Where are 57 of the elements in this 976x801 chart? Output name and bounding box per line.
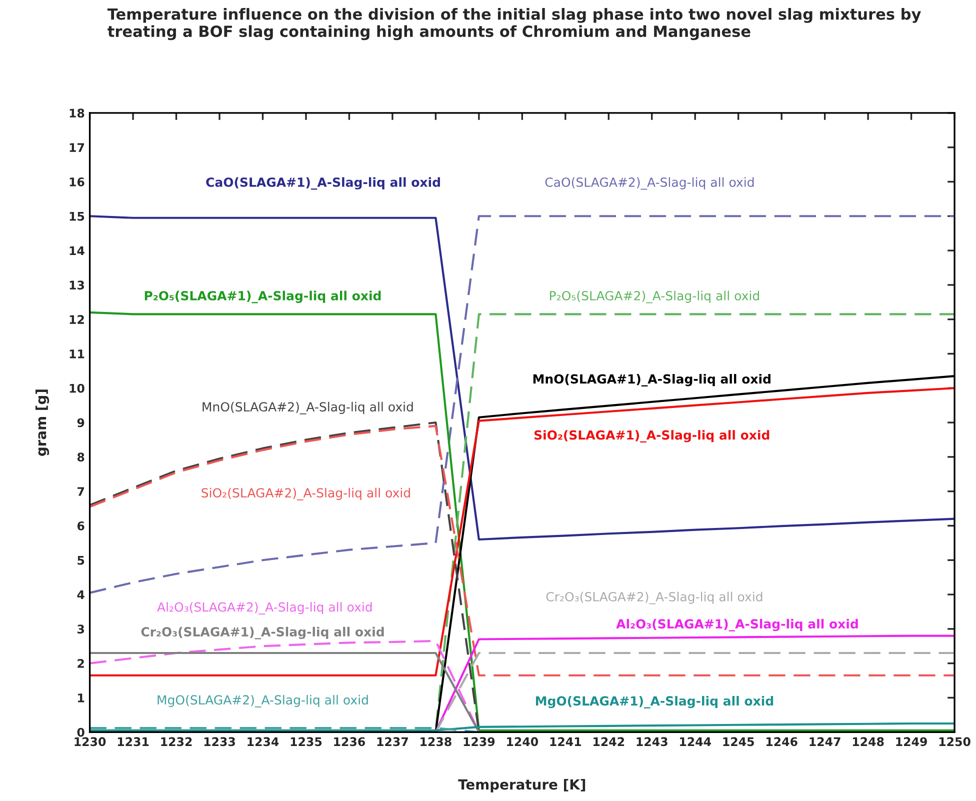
y-axis-title: gram [g] (36, 390, 50, 456)
series-label: P₂O₅(SLAGA#1)_A-Slag-liq all oxid (144, 290, 381, 304)
y-tick-label: 0 (77, 728, 84, 737)
x-tick-label: 1245 (723, 737, 754, 746)
y-tick-label: 18 (70, 108, 84, 118)
series-label: MgO(SLAGA#1)_A-Slag-liq all oxid (536, 696, 774, 708)
x-tick-label: 1249 (896, 737, 927, 746)
y-tick-label: 5 (78, 556, 84, 565)
series-label: Cr₂O₃(SLAGA#1)_A-Slag-liq all oxid (141, 626, 384, 640)
text: CaO(SLAGA#1)_A-Slag-liq all oxid (206, 177, 440, 190)
x-tick-label: 1236 (334, 737, 366, 746)
x-tick-label: 1240 (507, 737, 538, 746)
x-tick-label: 1239 (464, 737, 495, 746)
y-tick-label: 3 (78, 624, 84, 634)
x-tick-label: 1241 (550, 737, 582, 746)
x-tick-label: 1246 (766, 737, 798, 746)
x-tick-label: 1230 (74, 737, 106, 746)
x-tick-label: 1232 (161, 737, 192, 746)
series-label: MgO(SLAGA#2)_A-Slag-liq all oxid (158, 694, 368, 708)
x-tick-label: 1231 (118, 737, 149, 746)
y-tick-label: 1 (78, 694, 84, 702)
text: CaO(SLAGA#2)_A-Slag-liq all oxid (545, 177, 754, 190)
x-tick-label: 1244 (680, 737, 711, 746)
x-tick-label: 1233 (204, 737, 235, 746)
x-tick-label: 1237 (377, 737, 408, 746)
x-axis-title: Temperature [K] (458, 778, 586, 792)
series-label: SiO₂(SLAGA#1)_A-Slag-liq all oxid (534, 430, 770, 443)
x-tick-label: 1234 (248, 737, 279, 746)
y-tick-label: 16 (70, 177, 84, 186)
y-tick-label: 10 (70, 384, 84, 393)
y-tick-label: 14 (70, 246, 84, 256)
x-tick-label: 1235 (290, 737, 322, 746)
x-tick-label: 1248 (852, 737, 884, 746)
chart-title: Temperature influence on the division of the initial slag phase into two novel slag mixtures by treating a BOF slag containing high amounts of Chromium and Manganese (107, 8, 921, 40)
series-label: Al₂O₃(SLAGA#1)_A-Slag-liq all oxid (616, 618, 858, 632)
y-tick-label: 17 (70, 143, 84, 152)
y-tick-label: 12 (70, 315, 84, 324)
series-label: P₂O₅(SLAGA#2)_A-Slag-liq all oxid (550, 290, 760, 304)
y-tick-label: 13 (70, 280, 84, 290)
x-tick-label: 1242 (594, 737, 624, 746)
text: Cr₂O₃(SLAGA#2)_A-Slag-liq all oxid (546, 592, 762, 604)
y-tick-label: 9 (77, 418, 84, 428)
y-tick-label: 15 (70, 212, 84, 221)
x-tick-label: 1250 (939, 737, 970, 746)
y-tick-label: 6 (77, 521, 84, 530)
series-label: SiO₂(SLAGA#2)_A-Slag-liq all oxid (202, 488, 410, 500)
y-tick-label: 8 (77, 452, 84, 462)
y-tick-label: 11 (70, 350, 84, 358)
y-tick-label: 4 (77, 590, 84, 600)
x-tick-label: 1238 (420, 737, 452, 746)
series-label: MnO(SLAGA#2)_A-Slag-liq all oxid (202, 402, 413, 414)
x-tick-label: 1247 (810, 737, 840, 746)
text: Al₂O₃(SLAGA#2)_A-Slag-liq all oxid (157, 602, 372, 614)
y-tick-label: 2 (78, 659, 84, 668)
y-tick-label: 7 (78, 487, 84, 496)
series-label: MnO(SLAGA#1)_A-Slag-liq all oxid (533, 374, 770, 386)
x-tick-label: 1243 (636, 737, 668, 746)
